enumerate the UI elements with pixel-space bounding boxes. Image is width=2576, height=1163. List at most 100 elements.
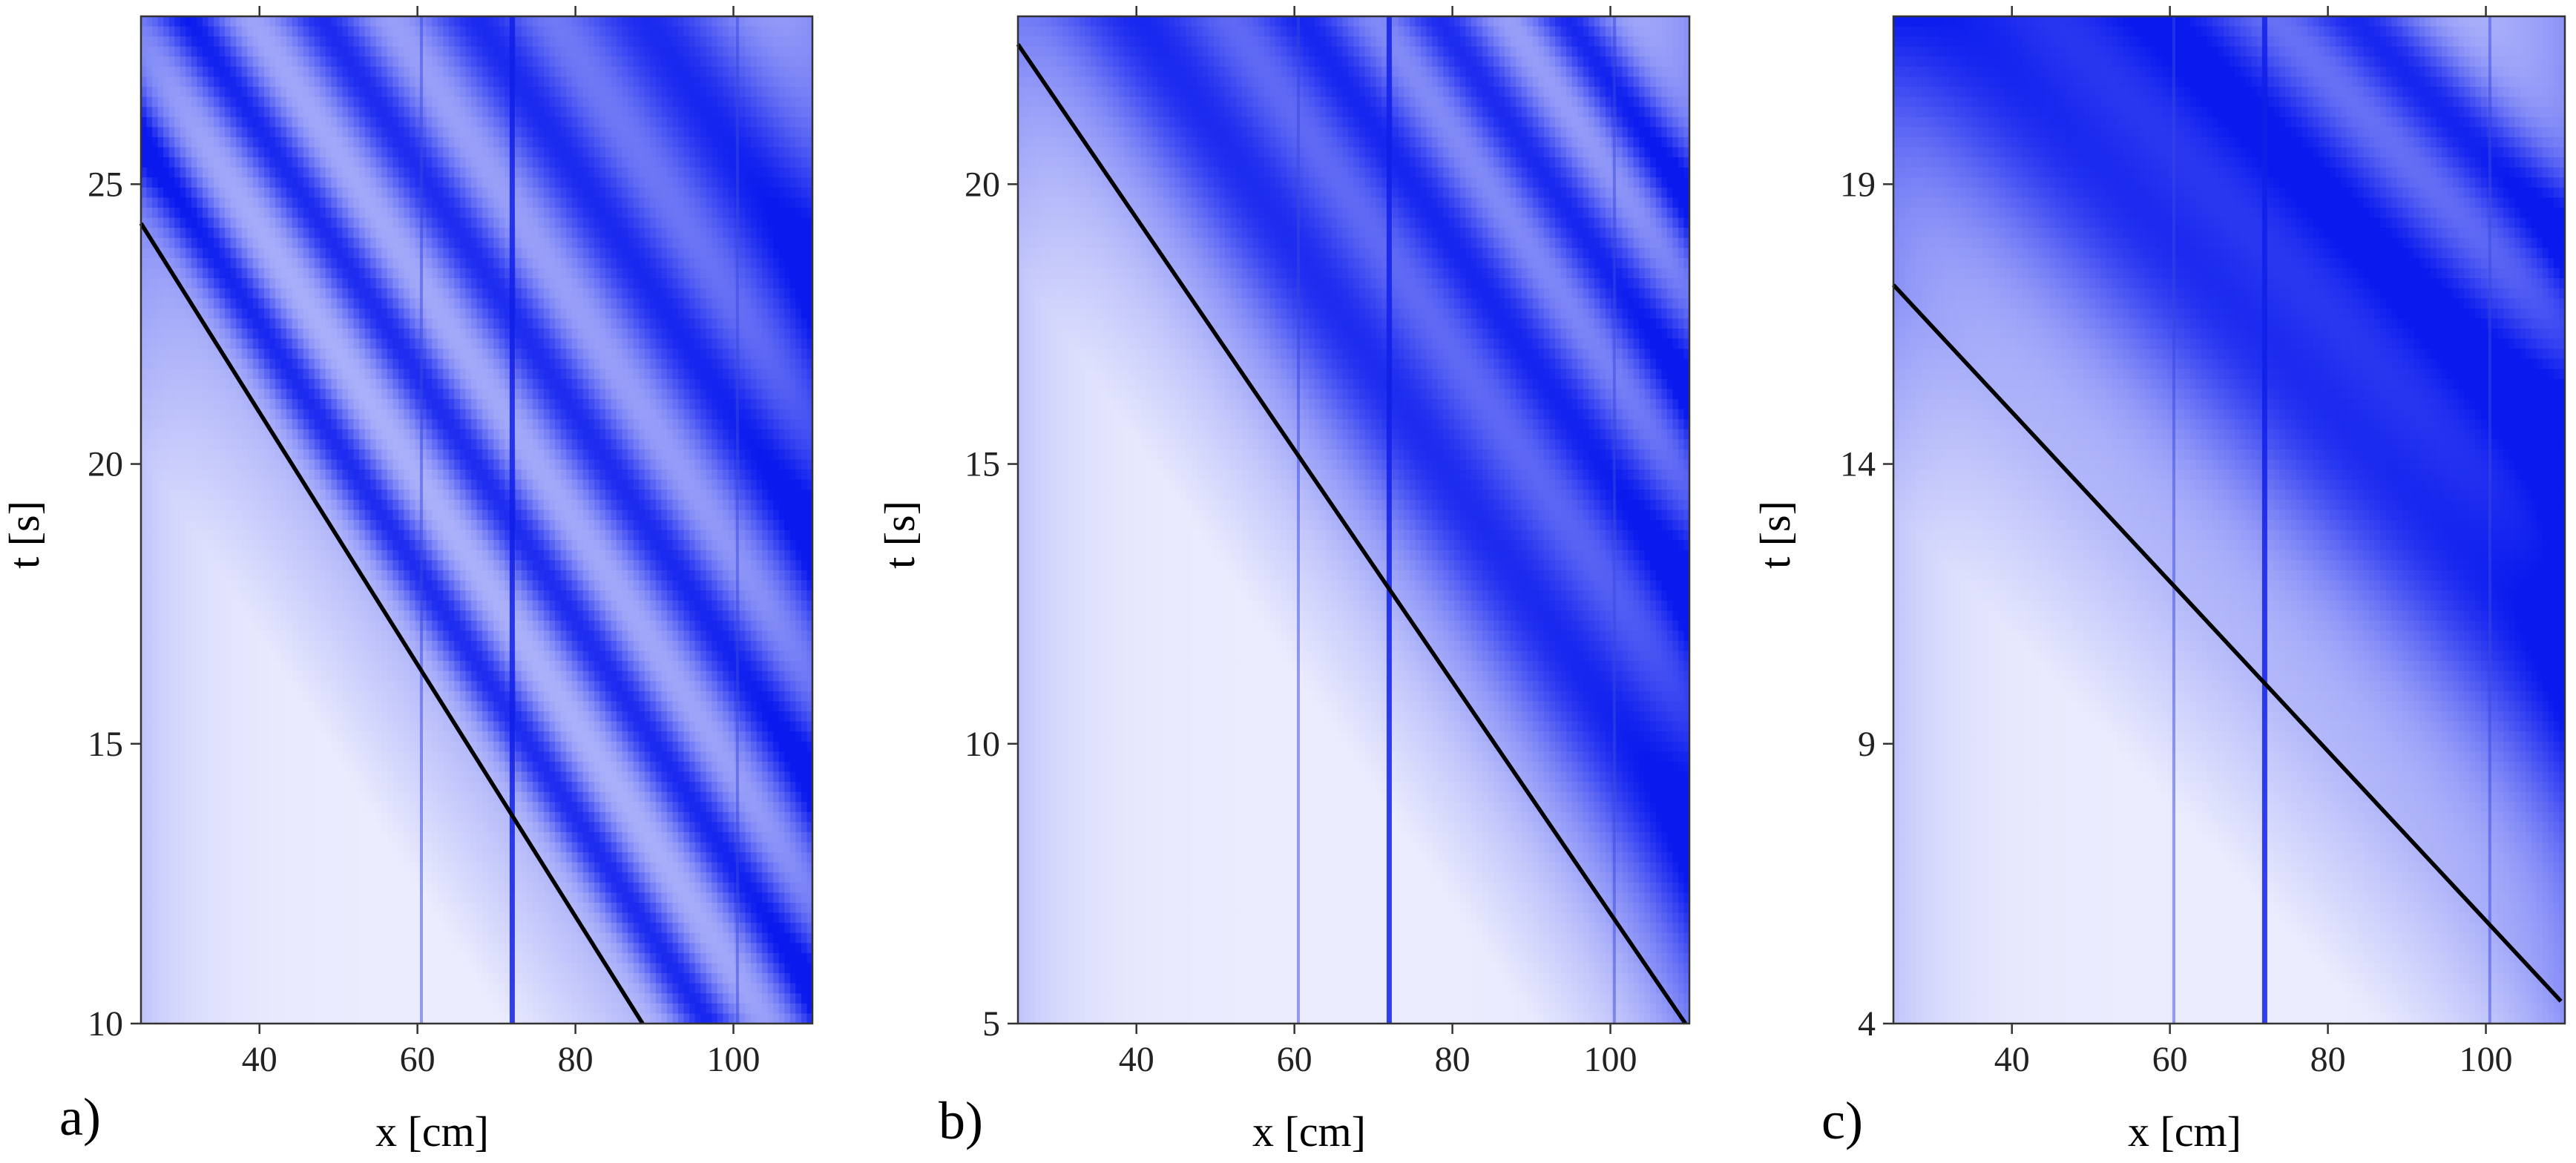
heatmap-cell: [387, 409, 393, 420]
heatmap-cell: [588, 67, 594, 77]
heatmap-cell: [757, 56, 763, 67]
heatmap-cell: [220, 379, 226, 389]
heatmap-cell: [269, 137, 275, 148]
heatmap-cell: [550, 248, 556, 258]
heatmap-cell: [247, 278, 253, 289]
heatmap-cell: [656, 298, 662, 309]
heatmap-cell: [147, 117, 153, 128]
heatmap-cell: [482, 278, 488, 289]
heatmap-cell: [303, 289, 309, 299]
heatmap-cell: [343, 137, 349, 148]
heatmap-cell: [801, 238, 807, 248]
heatmap-cell: [180, 359, 186, 369]
heatmap-cell: [214, 278, 220, 289]
heatmap-cell: [672, 56, 678, 67]
heatmap-cell: [454, 399, 460, 409]
heatmap-cell: [197, 228, 203, 238]
heatmap-cell: [757, 36, 763, 47]
heatmap-cell: [667, 359, 673, 369]
heatmap-cell: [667, 97, 673, 108]
heatmap-cell: [583, 188, 589, 198]
heatmap-cell: [220, 298, 226, 309]
heatmap-cell: [320, 208, 326, 218]
heatmap-cell: [443, 137, 449, 148]
heatmap-cell: [773, 208, 779, 218]
heatmap-cell: [566, 379, 572, 389]
heatmap-cell: [706, 157, 712, 168]
heatmap-cell: [147, 56, 153, 67]
heatmap-cell: [645, 369, 651, 379]
heatmap-cell: [566, 16, 572, 27]
heatmap-cell: [650, 36, 656, 47]
heatmap-cell: [438, 197, 444, 208]
heatmap-cell: [465, 268, 471, 279]
heatmap-cell: [471, 399, 477, 409]
heatmap-cell: [723, 168, 729, 178]
heatmap-cell: [768, 318, 774, 329]
heatmap-cell: [801, 47, 807, 57]
heatmap-cell: [303, 87, 309, 97]
heatmap-cell: [236, 419, 242, 429]
heatmap-cell: [795, 258, 801, 268]
heatmap-cell: [684, 36, 690, 47]
heatmap-cell: [359, 97, 365, 108]
heatmap-cell: [577, 107, 583, 117]
heatmap-cell: [214, 16, 220, 27]
heatmap-cell: [337, 127, 343, 137]
heatmap-cell: [661, 399, 667, 409]
heatmap-cell: [365, 329, 371, 339]
heatmap-cell: [706, 409, 712, 420]
heatmap-cell: [331, 248, 337, 258]
heatmap-cell: [628, 399, 634, 409]
heatmap-cell: [527, 67, 533, 77]
heatmap-cell: [169, 318, 175, 329]
heatmap-cell: [784, 238, 790, 248]
heatmap-cell: [700, 56, 706, 67]
heatmap-cell: [471, 47, 477, 57]
heatmap-cell: [538, 289, 544, 299]
heatmap-cell: [214, 309, 220, 319]
heatmap-cell: [465, 137, 471, 148]
heatmap-cell: [700, 67, 706, 77]
heatmap-cell: [533, 117, 539, 128]
heatmap-cell: [605, 409, 611, 420]
heatmap-cell: [286, 87, 292, 97]
heatmap-cell: [247, 289, 253, 299]
heatmap-cell: [656, 127, 662, 137]
heatmap-cell: [337, 47, 343, 57]
heatmap-cell: [729, 339, 735, 349]
heatmap-cell: [678, 197, 684, 208]
heatmap-cell: [247, 379, 253, 389]
heatmap-cell: [460, 238, 466, 248]
heatmap-cell: [281, 168, 287, 178]
heatmap-cell: [359, 148, 365, 158]
heatmap-cell: [656, 318, 662, 329]
heatmap-cell: [706, 228, 712, 238]
heatmap-cell: [410, 339, 415, 349]
heatmap-cell: [566, 117, 572, 128]
heatmap-cell: [717, 339, 723, 349]
heatmap-cell: [544, 349, 550, 359]
heatmap-cell: [303, 16, 309, 27]
heatmap-cell: [432, 318, 438, 329]
heatmap-cell: [729, 177, 735, 188]
heatmap-cell: [208, 97, 214, 108]
heatmap-cell: [147, 429, 153, 440]
heatmap-cell: [588, 309, 594, 319]
heatmap-cell: [191, 27, 197, 37]
heatmap-cell: [717, 107, 723, 117]
heatmap-cell: [533, 268, 539, 279]
heatmap-cell: [398, 339, 404, 349]
heatmap-cell: [617, 27, 622, 37]
heatmap-cell: [751, 419, 757, 429]
heatmap-cell: [191, 419, 197, 429]
heatmap-cell: [152, 76, 158, 87]
heatmap-cell: [410, 359, 415, 369]
heatmap-cell: [231, 268, 237, 279]
heatmap-cell: [605, 218, 611, 228]
heatmap-cell: [208, 36, 214, 47]
heatmap-cell: [773, 399, 779, 409]
heatmap-cell: [174, 309, 180, 319]
heatmap-cell: [432, 349, 438, 359]
heatmap-cell: [757, 309, 763, 319]
